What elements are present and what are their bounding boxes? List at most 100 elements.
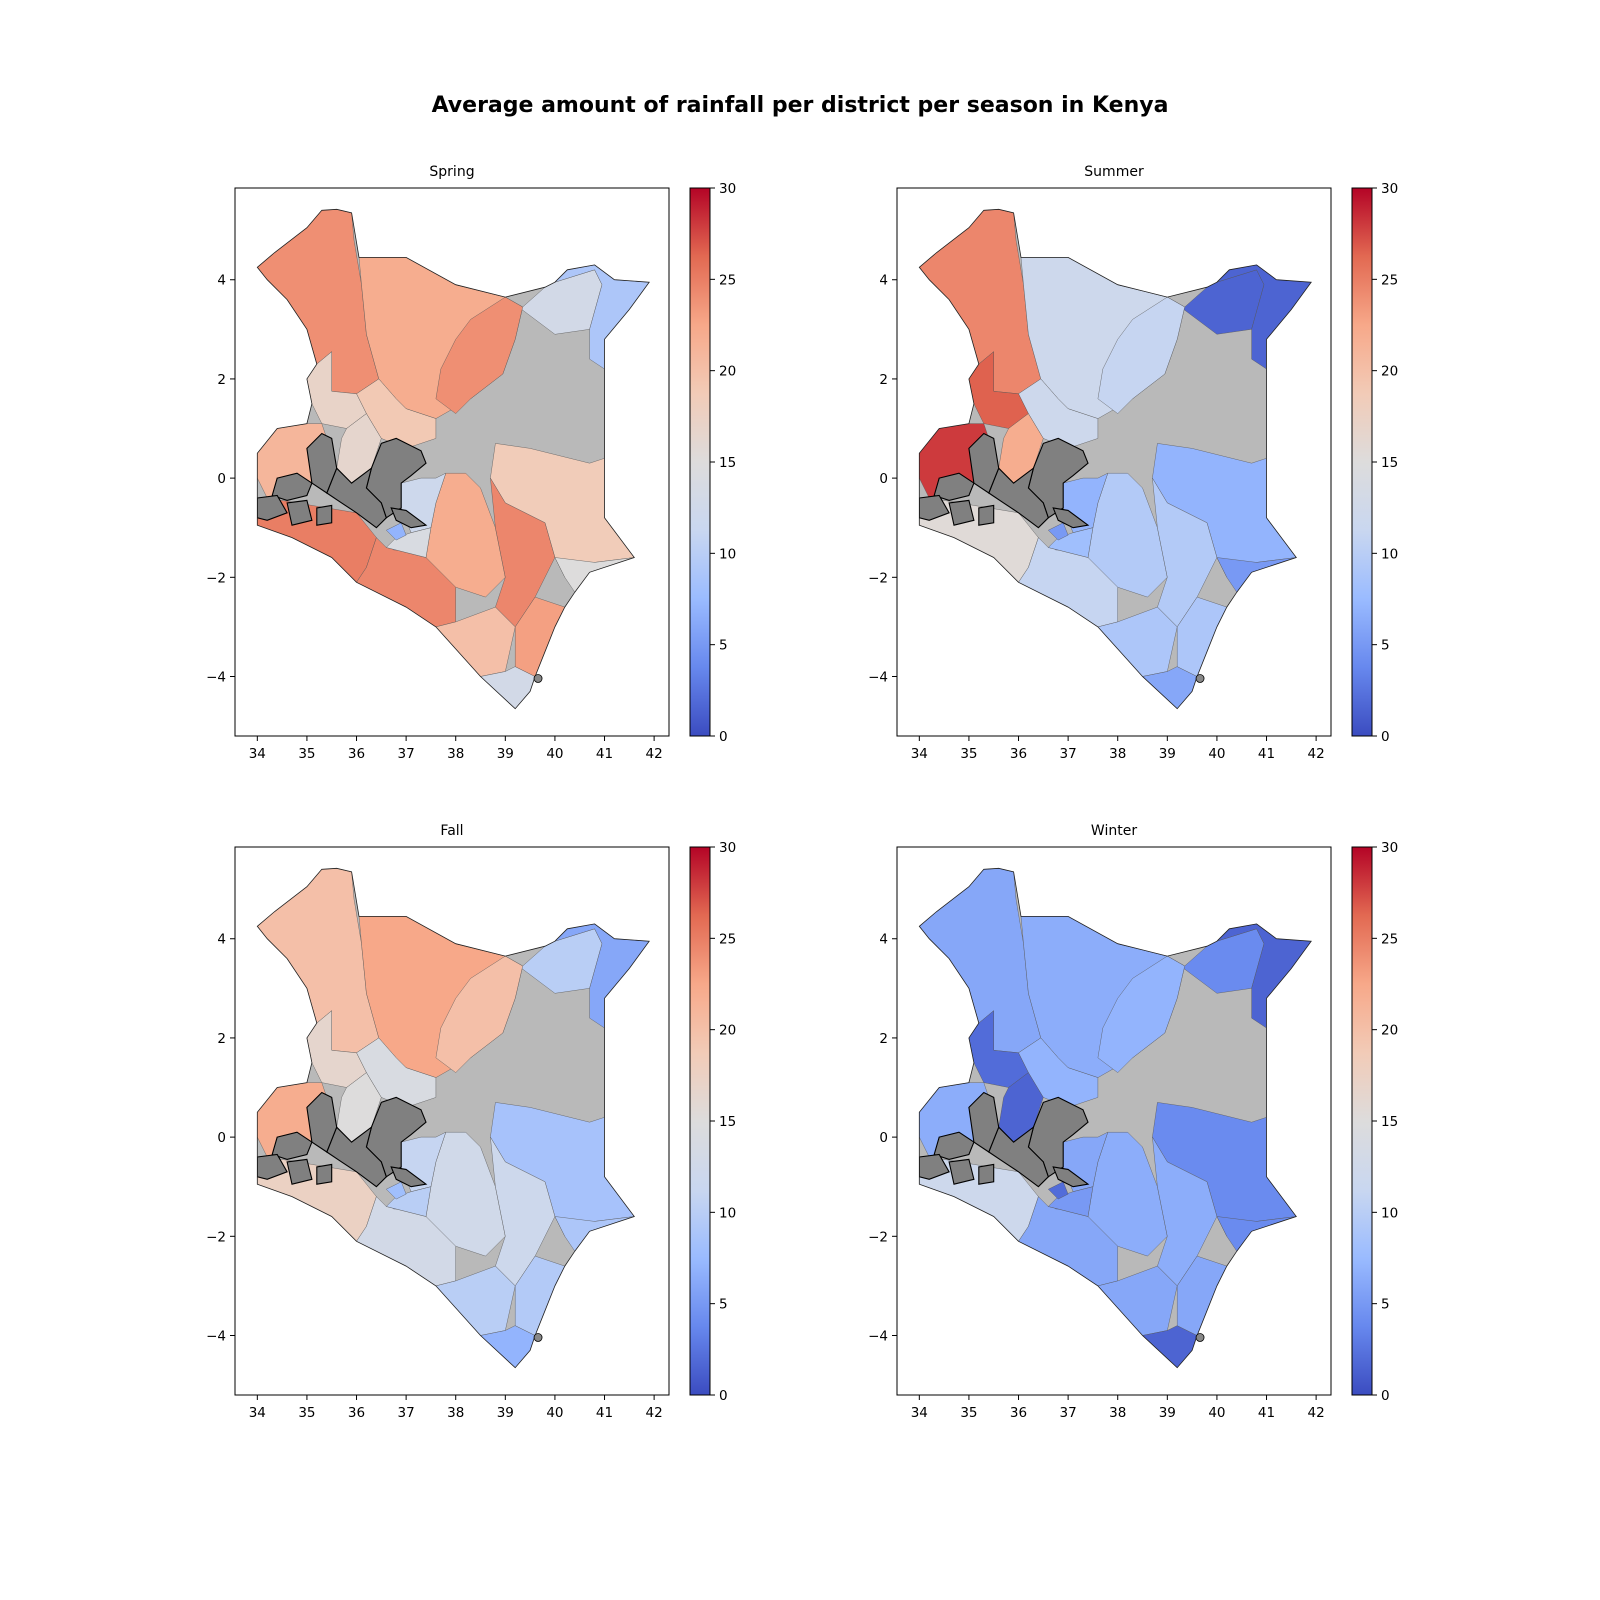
y-tick-label: 2 bbox=[217, 1031, 226, 1047]
y-tick-label: 0 bbox=[217, 471, 226, 487]
colorbar-tick-label: 20 bbox=[1381, 364, 1398, 380]
panel-title: Spring bbox=[429, 164, 474, 180]
colorbar-tick-label: 0 bbox=[719, 729, 728, 745]
no-data-district bbox=[257, 1153, 288, 1180]
x-tick-label: 38 bbox=[1109, 1405, 1126, 1421]
y-tick-label: 4 bbox=[217, 273, 226, 289]
x-tick-label: 39 bbox=[497, 1405, 514, 1421]
panel-title: Winter bbox=[1091, 823, 1137, 839]
x-tick-label: 36 bbox=[1010, 1405, 1027, 1421]
no-data-district bbox=[919, 494, 950, 521]
x-tick-label: 36 bbox=[348, 746, 365, 762]
y-tick-label: 4 bbox=[879, 932, 888, 948]
colorbar-tick-label: 0 bbox=[1381, 1388, 1390, 1404]
no-data-district bbox=[390, 1166, 428, 1188]
mombasa-district bbox=[1195, 1333, 1205, 1342]
x-tick-label: 41 bbox=[1258, 1405, 1275, 1421]
colorbar-tick-label: 25 bbox=[1381, 272, 1398, 288]
y-tick-label: 2 bbox=[879, 372, 888, 388]
colorbar-tick-label: 10 bbox=[1381, 1205, 1398, 1221]
y-tick-label: −4 bbox=[868, 669, 888, 685]
x-tick-label: 42 bbox=[646, 746, 663, 762]
colorbar-tick-label: 10 bbox=[719, 1205, 736, 1221]
x-tick-label: 35 bbox=[960, 1405, 977, 1421]
x-tick-label: 36 bbox=[348, 1405, 365, 1421]
colorbar-tick-label: 5 bbox=[719, 1297, 728, 1313]
district-kiambu-small bbox=[1047, 522, 1069, 541]
no-data-district bbox=[316, 1163, 333, 1185]
country-outline bbox=[918, 208, 1312, 710]
district-fills bbox=[257, 868, 650, 1368]
no-data-district bbox=[271, 472, 313, 501]
colorbar-tick-label: 10 bbox=[1381, 546, 1398, 562]
district-east-central bbox=[435, 296, 523, 414]
y-tick-label: −4 bbox=[206, 1328, 226, 1344]
x-tick-label: 34 bbox=[911, 1405, 928, 1421]
y-tick-label: 4 bbox=[879, 273, 888, 289]
district-east-central bbox=[1097, 296, 1185, 414]
x-tick-label: 35 bbox=[298, 746, 315, 762]
no-data-district bbox=[257, 494, 288, 521]
x-tick-label: 36 bbox=[1010, 746, 1027, 762]
no-data-district bbox=[988, 466, 1049, 529]
district-kiambu-small bbox=[385, 522, 407, 541]
no-data-district bbox=[271, 1131, 313, 1160]
no-data-district bbox=[1052, 507, 1090, 529]
axes-frame bbox=[234, 846, 670, 1396]
y-tick-label: 2 bbox=[879, 1031, 888, 1047]
mombasa-district bbox=[533, 674, 543, 683]
colorbar-tick-label: 5 bbox=[719, 638, 728, 654]
colorbar-tick-label: 10 bbox=[719, 546, 736, 562]
y-tick-label: 2 bbox=[217, 372, 226, 388]
y-tick-label: 0 bbox=[879, 471, 888, 487]
country-outline bbox=[918, 867, 1312, 1369]
colorbar-tick-label: 30 bbox=[719, 840, 736, 856]
x-tick-label: 42 bbox=[1308, 1405, 1325, 1421]
colorbar bbox=[689, 846, 711, 1396]
x-tick-label: 39 bbox=[1159, 746, 1176, 762]
no-data-district bbox=[316, 504, 333, 526]
colorbar-tick-label: 20 bbox=[719, 1023, 736, 1039]
colorbar-tick-label: 0 bbox=[719, 1388, 728, 1404]
no-data-district bbox=[978, 504, 995, 526]
y-tick-label: −2 bbox=[868, 1229, 888, 1245]
district-east-central bbox=[1097, 955, 1185, 1073]
colorbar-tick-label: 0 bbox=[1381, 729, 1390, 745]
no-data-district bbox=[286, 499, 313, 526]
x-tick-label: 35 bbox=[298, 1405, 315, 1421]
axes-frame bbox=[234, 187, 670, 737]
colorbar-tick-label: 30 bbox=[1381, 840, 1398, 856]
x-tick-label: 41 bbox=[596, 1405, 613, 1421]
no-data-district bbox=[1052, 1166, 1090, 1188]
x-tick-label: 38 bbox=[447, 1405, 464, 1421]
x-tick-label: 39 bbox=[497, 746, 514, 762]
x-tick-label: 38 bbox=[1109, 746, 1126, 762]
x-tick-label: 41 bbox=[596, 746, 613, 762]
no-data-district bbox=[988, 1125, 1049, 1188]
colorbar-tick-label: 15 bbox=[719, 455, 736, 471]
axes-frame bbox=[896, 846, 1332, 1396]
colorbar-tick-label: 5 bbox=[1381, 638, 1390, 654]
x-tick-label: 39 bbox=[1159, 1405, 1176, 1421]
x-tick-label: 42 bbox=[646, 1405, 663, 1421]
district-fills bbox=[919, 209, 1312, 709]
panel-title: Fall bbox=[440, 823, 463, 839]
colorbar-tick-label: 20 bbox=[719, 364, 736, 380]
colorbar bbox=[689, 187, 711, 737]
colorbar-tick-label: 15 bbox=[719, 1114, 736, 1130]
y-tick-label: −2 bbox=[206, 1229, 226, 1245]
x-tick-label: 34 bbox=[911, 746, 928, 762]
colorbar-tick-label: 25 bbox=[1381, 931, 1398, 947]
y-tick-label: 0 bbox=[879, 1130, 888, 1146]
mombasa-district bbox=[533, 1333, 543, 1342]
colorbar-tick-label: 25 bbox=[719, 931, 736, 947]
district-east-central bbox=[435, 955, 523, 1073]
x-tick-label: 40 bbox=[1208, 746, 1225, 762]
y-tick-label: −4 bbox=[868, 1328, 888, 1344]
x-tick-label: 40 bbox=[546, 1405, 563, 1421]
